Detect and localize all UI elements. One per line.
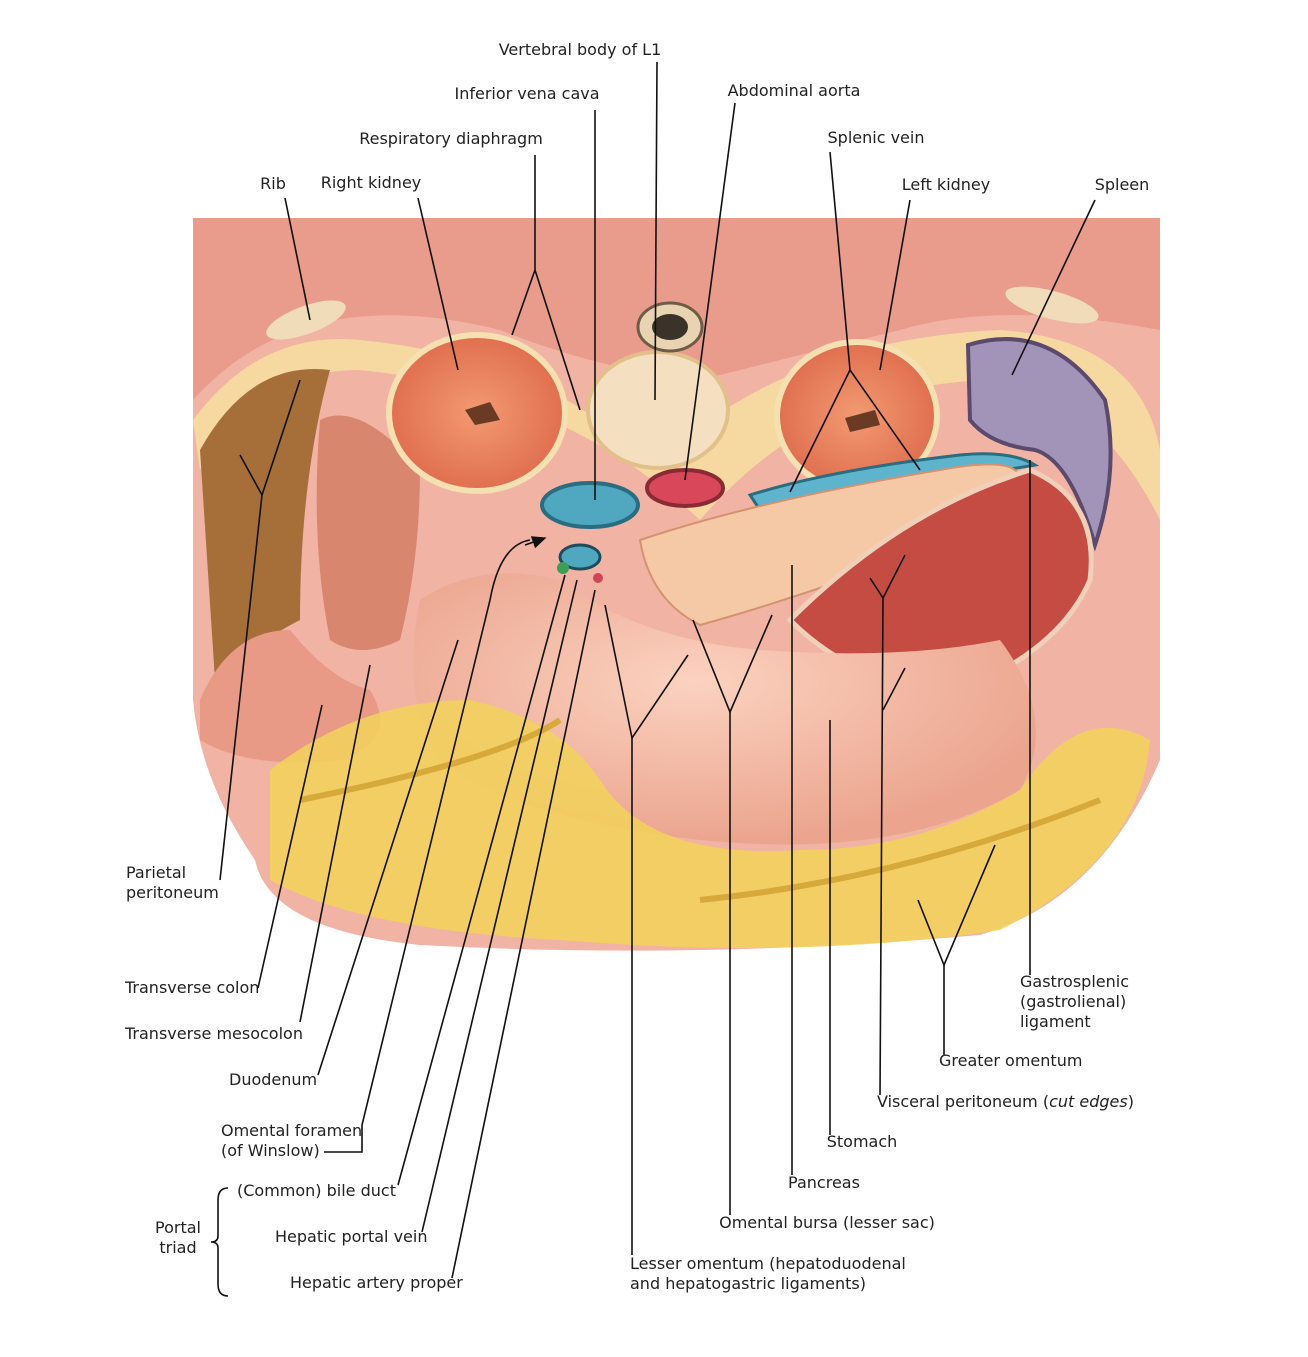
label: Parietal (126, 863, 186, 882)
label: Right kidney (321, 173, 422, 192)
label-part: ) (1128, 1092, 1134, 1111)
label: Omental foramen (221, 1121, 362, 1140)
label: Transverse mesocolon (124, 1024, 303, 1043)
label: Greater omentum (939, 1051, 1082, 1070)
label: Left kidney (902, 175, 991, 194)
label: Stomach (827, 1132, 898, 1151)
label-part: cut edges (1049, 1092, 1128, 1111)
label: (gastrolienal) (1020, 992, 1126, 1011)
label: Omental bursa (lesser sac) (719, 1213, 935, 1232)
label: Inferior vena cava (454, 84, 599, 103)
label: (of Winslow) (221, 1141, 320, 1160)
label: Respiratory diaphragm (359, 129, 543, 148)
label: Pancreas (788, 1173, 860, 1192)
leader-lines (210, 61, 1096, 1297)
label: Gastrosplenic (1020, 972, 1129, 991)
label: Hepatic portal vein (275, 1227, 427, 1246)
label: Lesser omentum (hepatoduodenal (630, 1254, 906, 1273)
label: Spleen (1095, 175, 1150, 194)
label: Transverse colon (124, 978, 259, 997)
label-part: Visceral peritoneum ( (877, 1092, 1049, 1111)
label: ligament (1020, 1012, 1091, 1031)
label: peritoneum (126, 883, 219, 902)
label: Abdominal aorta (728, 81, 861, 100)
label: (Common) bile duct (237, 1181, 396, 1200)
illustration (193, 218, 1160, 951)
label: Hepatic artery proper (290, 1273, 463, 1292)
label: Rib (260, 174, 286, 193)
label: Duodenum (229, 1070, 317, 1089)
label: Visceral peritoneum (cut edges) (877, 1092, 1134, 1111)
label: Portal (155, 1218, 201, 1237)
arrow (524, 536, 547, 549)
label: and hepatogastric ligaments) (630, 1274, 866, 1293)
label: triad (159, 1238, 196, 1257)
label: Splenic vein (828, 128, 925, 147)
label: Vertebral body of L1 (499, 40, 662, 59)
